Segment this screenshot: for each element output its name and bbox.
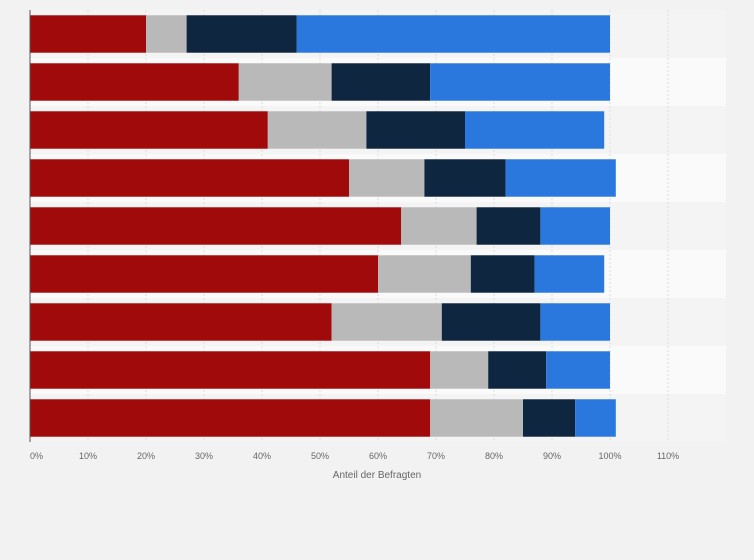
bar-segment-1[interactable] xyxy=(30,111,268,149)
bar-segment-3[interactable] xyxy=(186,15,297,53)
bar-segment-1[interactable] xyxy=(30,63,239,101)
bar-segment-4[interactable] xyxy=(296,15,610,53)
bar-segment-3[interactable] xyxy=(441,303,541,341)
bar-segment-1[interactable] xyxy=(30,351,431,389)
bar-segment-2[interactable] xyxy=(267,111,367,149)
bar-segment-4[interactable] xyxy=(465,111,605,149)
bar-segment-1[interactable] xyxy=(30,15,146,53)
bar-segment-4[interactable] xyxy=(575,399,616,437)
bar-segment-1[interactable] xyxy=(30,159,349,197)
x-tick-label: 30% xyxy=(195,451,213,461)
bar-segment-3[interactable] xyxy=(470,255,535,293)
bar-segment-1[interactable] xyxy=(30,207,402,245)
bar-segment-3[interactable] xyxy=(488,351,547,389)
bar-segment-3[interactable] xyxy=(523,399,576,437)
x-tick-label: 20% xyxy=(137,451,155,461)
bar-segment-1[interactable] xyxy=(30,399,431,437)
bar-segment-2[interactable] xyxy=(146,15,187,53)
bar-segment-3[interactable] xyxy=(331,63,431,101)
bar-segment-4[interactable] xyxy=(534,255,605,293)
x-tick-label: 110% xyxy=(657,451,679,461)
bar-segment-1[interactable] xyxy=(30,303,332,341)
x-tick-label: 90% xyxy=(543,451,561,461)
bar-segment-2[interactable] xyxy=(401,207,477,245)
x-tick-label: 0% xyxy=(30,451,43,461)
bar-segment-2[interactable] xyxy=(430,399,523,437)
x-tick-label: 60% xyxy=(369,451,387,461)
bar-segment-2[interactable] xyxy=(349,159,425,197)
x-tick-label: 80% xyxy=(485,451,503,461)
bar-segment-2[interactable] xyxy=(331,303,442,341)
x-tick-label: 10% xyxy=(79,451,97,461)
bar-segment-2[interactable] xyxy=(238,63,332,101)
bar-segment-2[interactable] xyxy=(378,255,471,293)
bar-segment-4[interactable] xyxy=(430,63,610,101)
bar-segment-3[interactable] xyxy=(424,159,506,197)
bar-segment-3[interactable] xyxy=(476,207,541,245)
bar-segment-4[interactable] xyxy=(540,207,610,245)
bar-segment-4[interactable] xyxy=(546,351,610,389)
bar-segment-1[interactable] xyxy=(30,255,378,293)
x-tick-label: 70% xyxy=(427,451,445,461)
bar-segment-2[interactable] xyxy=(430,351,489,389)
x-tick-label: 100% xyxy=(598,451,621,461)
x-axis-ticks: 0% 10% 20% 30% 40% 50% 60% 70% 80% 90% 100% 110% xyxy=(30,451,679,461)
bar-segment-3[interactable] xyxy=(366,111,465,149)
bar-segment-4[interactable] xyxy=(540,303,610,341)
x-tick-label: 40% xyxy=(253,451,271,461)
bar-segment-4[interactable] xyxy=(505,159,616,197)
bars xyxy=(30,15,616,437)
x-axis-title: Anteil der Befragten xyxy=(333,470,421,481)
x-tick-label: 50% xyxy=(311,451,329,461)
